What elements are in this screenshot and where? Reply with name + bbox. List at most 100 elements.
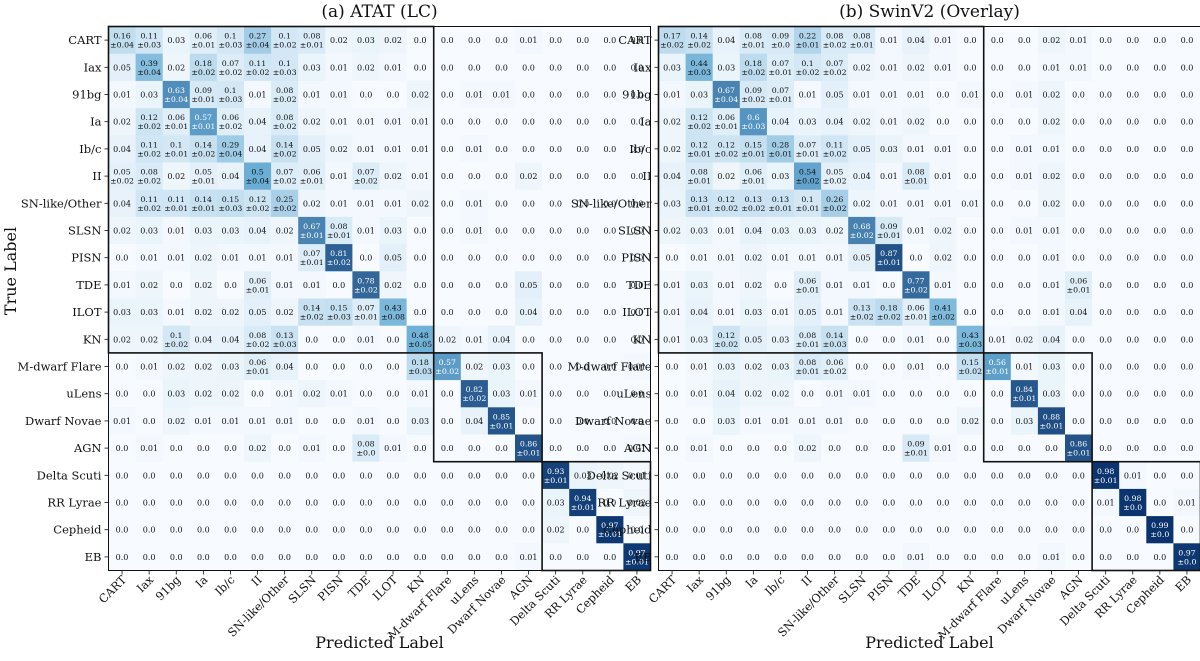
panel-a-cell-uncertainty: ±0.01 <box>191 177 215 186</box>
panel-b-cell-value: 0.0 <box>801 526 814 535</box>
panel-b-cell-value: 0.0 <box>1181 335 1194 344</box>
panel-a-cell-value: 0.0 <box>576 526 589 535</box>
panel-b-cell-value: 0.0 <box>1181 227 1194 236</box>
panel-b-cell-uncertainty: ±0.01 <box>796 340 820 349</box>
panel-b-cell-value: 0.0 <box>1153 417 1166 426</box>
panel-b-cell-value: 0.0 <box>1018 254 1031 263</box>
panel-a-cell-value: 0.0 <box>278 444 291 453</box>
panel-a-cell-value: 0.03 <box>547 499 565 508</box>
panel-a-cell-uncertainty: ±0.01 <box>571 503 595 512</box>
panel-b-cell-value: 0.01 <box>744 417 762 426</box>
panel-a-cell-value: 0.08 <box>357 440 374 449</box>
panel-b-cell-value: 0.86 <box>1070 440 1087 449</box>
panel-b-cell-value: 0.02 <box>744 281 762 290</box>
panel-a-cell-value: 0.0 <box>170 526 183 535</box>
panel-b-cell-value: 0.0 <box>774 444 787 453</box>
panel-b-cell-value: 0.07 <box>799 140 816 149</box>
panel-b-cell-value: 0.0 <box>1181 91 1194 100</box>
panel-b-cell-value: 0.0 <box>991 499 1004 508</box>
panel-a-cell-value: 0.0 <box>170 444 183 453</box>
panel-b-cell-value: 0.0 <box>1045 471 1058 480</box>
panel-a-cell-uncertainty: ±0.02 <box>273 204 297 213</box>
panel-a-cell-value: 0.03 <box>222 363 240 372</box>
panel-a-cell-uncertainty: ±0.04 <box>164 95 188 104</box>
panel-a-cell-value: 0.0 <box>495 499 508 508</box>
panel-b-cell-uncertainty: ±0.01 <box>904 313 928 322</box>
panel-b-cell-value: 0.12 <box>718 140 735 149</box>
panel-b-cell-value: 0.03 <box>1043 363 1061 372</box>
panel-b-cell-uncertainty: ±0.02 <box>660 41 684 50</box>
panel-b-cell-value: 0.0 <box>991 417 1004 426</box>
panel-a-cell-value: 0.08 <box>276 86 293 95</box>
panel-b-cell-value: 0.0 <box>910 499 923 508</box>
panel-b-cell-value: 0.02 <box>1043 172 1061 181</box>
panel-a-cell-value: 0.0 <box>251 553 264 562</box>
panel-a-cell-value: 0.02 <box>140 335 158 344</box>
panel-a-cell-value: 0.43 <box>384 304 401 313</box>
panel-b-cell-value: 0.0 <box>991 526 1004 535</box>
panel-b-cell-value: 0.05 <box>799 308 817 317</box>
panel-b-cell-value: 0.01 <box>1015 145 1033 154</box>
panel-a-cell-value: 0.03 <box>357 36 375 45</box>
panel-a-cell-value: 0.0 <box>468 308 481 317</box>
panel-b-cell-value: 0.13 <box>690 195 707 204</box>
panel-b-cell-value: 0.04 <box>690 308 708 317</box>
panel-b-cell-value: 0.0 <box>693 499 706 508</box>
panel-a-cell-value: 0.0 <box>549 199 562 208</box>
panel-b-cell-value: 0.0 <box>1018 526 1031 535</box>
panel-a-cell-value: 0.0 <box>441 254 454 263</box>
panel-b-cell-value: 0.0 <box>1153 63 1166 72</box>
panel-a-cell-value: 0.0 <box>387 91 400 100</box>
panel-b-cell-value: 0.0 <box>1153 471 1166 480</box>
panel-a-cell-value: 0.01 <box>357 199 375 208</box>
panel-b-cell-value: 0.0 <box>1153 444 1166 453</box>
panel-a-cell-value: 0.0 <box>441 227 454 236</box>
panel-b-y-tick-label-m-dwarf-flare: M-dwarf Flare <box>568 360 652 374</box>
panel-a-cell-uncertainty: ±0.0 <box>356 449 375 458</box>
panel-a-cell-value: 0.02 <box>384 36 402 45</box>
panel-a-cell-value: 0.01 <box>303 281 321 290</box>
panel-b-cell-value: 0.01 <box>1043 308 1061 317</box>
panel-b-cell-value: 0.0 <box>1018 553 1031 562</box>
panel-a-cell-value: 0.01 <box>276 417 294 426</box>
panel-b-x-tick-label-pisn: PISN <box>865 573 896 604</box>
panel-a-cell-value: 0.0 <box>414 499 427 508</box>
panel-a-cell-value: 0.07 <box>276 168 293 177</box>
panel-a-cell-value: 0.0 <box>143 471 156 480</box>
panel-b-cell-value: 0.0 <box>964 227 977 236</box>
panel-b-cell-value: 0.0 <box>774 281 787 290</box>
panel-a-cell-value: 0.02 <box>384 281 402 290</box>
panel-a-cell-value: 0.0 <box>576 227 589 236</box>
panel-a-cell-value: 0.57 <box>195 113 212 122</box>
panel-a-cell-value: 0.0 <box>549 390 562 399</box>
panel-a-cell-value: 0.0 <box>116 363 129 372</box>
panel-a-cell-value: 0.0 <box>332 335 345 344</box>
panel-b-cell-uncertainty: ±0.02 <box>823 68 847 77</box>
panel-b-cell-value: 0.0 <box>1181 199 1194 208</box>
panel-b-cell-value: 0.08 <box>853 32 870 41</box>
panel-a-x-tick-label-ilot: ILOT <box>370 572 401 603</box>
panel-b-cell-value: 0.0 <box>1181 363 1194 372</box>
panel-b-cell-uncertainty: ±0.02 <box>796 177 820 186</box>
panel-a-cell-value: 0.0 <box>549 227 562 236</box>
panel-a-cell-value: 0.0 <box>522 471 535 480</box>
panel-b-cell-uncertainty: ±0.04 <box>714 95 738 104</box>
panel-a-cell-uncertainty: ±0.01 <box>246 367 270 376</box>
panel-a-cell-value: 0.82 <box>466 385 483 394</box>
panel-b-y-tick-label-ia: Ia <box>640 115 652 129</box>
panel-a-cell-value: 0.04 <box>493 335 511 344</box>
panel-a-cell-value: 0.14 <box>195 140 212 149</box>
panel-a-cell-value: 0.02 <box>113 227 131 236</box>
panel-a-cell-value: 0.0 <box>197 471 210 480</box>
panel-a-cell-value: 0.86 <box>520 440 537 449</box>
panel-b-y-tick-label-pisn: PISN <box>621 251 651 265</box>
panel-a-cell-value: 0.07 <box>357 168 374 177</box>
panel-a-y-tick-label-agn: AGN <box>73 441 102 455</box>
panel-b-cell-value: 0.0 <box>1126 526 1139 535</box>
panel-a-cell-value: 0.01 <box>520 390 538 399</box>
panel-b-cell-value: 0.01 <box>1070 63 1088 72</box>
panel-b-cell-value: 0.04 <box>772 118 790 127</box>
panel-b-cell-value: 0.0 <box>991 145 1004 154</box>
panel-b-cell-value: 0.01 <box>1015 91 1033 100</box>
panel-b-cell-value: 0.09 <box>907 440 924 449</box>
